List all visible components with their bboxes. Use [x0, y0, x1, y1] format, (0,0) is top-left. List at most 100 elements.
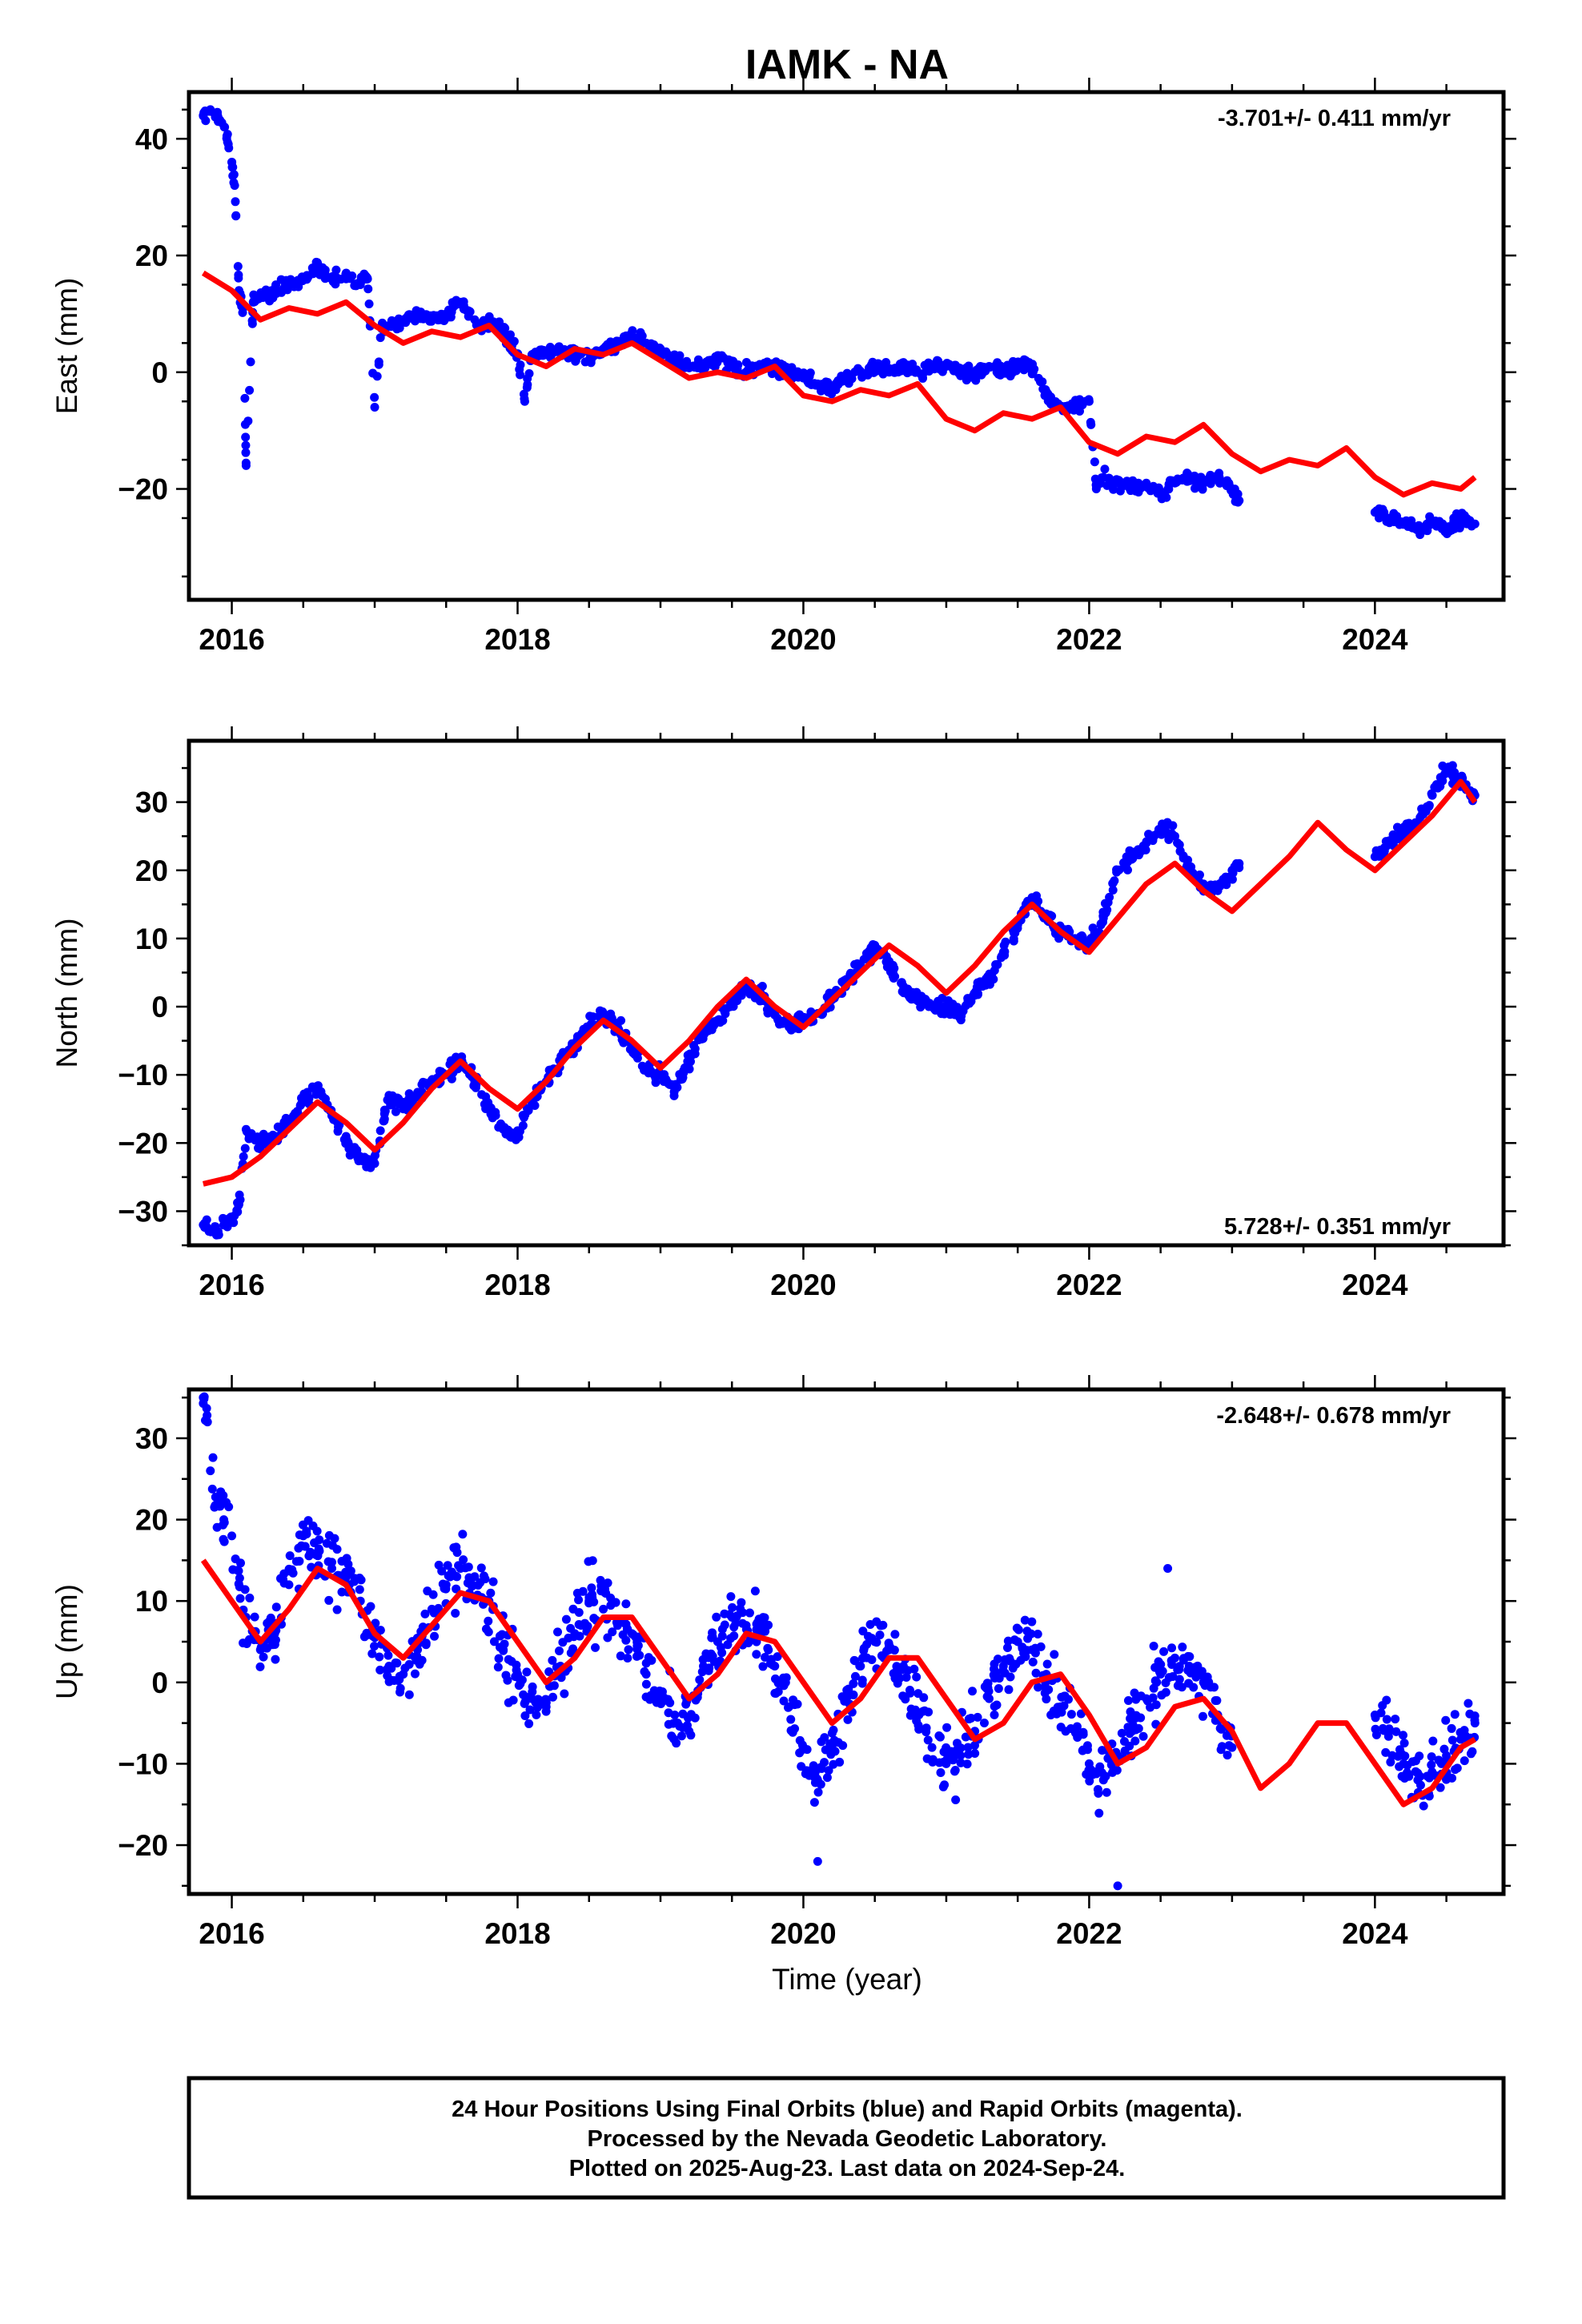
up-data-point — [744, 1638, 753, 1648]
up-data-point — [1042, 1695, 1051, 1704]
up-data-point — [913, 1689, 923, 1699]
up-data-point — [956, 1751, 966, 1760]
east-data-point — [1006, 363, 1015, 372]
east-data-point — [363, 284, 373, 294]
east-rate-label: -3.701+/- 0.411 mm/yr — [1218, 106, 1451, 131]
east-data-point — [885, 368, 894, 377]
north-data-point — [240, 1144, 250, 1153]
up-data-point — [528, 1687, 537, 1697]
up-data-point — [1167, 1643, 1177, 1653]
up-data-point — [1000, 1668, 1010, 1678]
north-data-point — [619, 1038, 628, 1047]
up-data-point — [355, 1585, 364, 1594]
up-data-point — [561, 1614, 571, 1624]
up-data-point — [473, 1581, 483, 1590]
up-data-point — [885, 1645, 894, 1655]
up-data-point — [410, 1669, 420, 1679]
up-data-point — [657, 1687, 667, 1696]
north-data-point — [1168, 821, 1178, 830]
up-data-point — [745, 1608, 754, 1618]
east-data-point — [1086, 420, 1096, 429]
up-data-point — [1027, 1645, 1037, 1655]
up-data-point — [712, 1612, 721, 1622]
up-data-point — [647, 1655, 656, 1665]
north-data-point — [379, 1109, 389, 1119]
up-data-point — [813, 1775, 822, 1785]
up-data-point — [383, 1651, 393, 1660]
up-data-point — [1027, 1617, 1037, 1626]
up-data-point — [1217, 1742, 1227, 1751]
up-data-point — [578, 1586, 588, 1596]
east-data-point — [913, 368, 922, 377]
up-data-point — [909, 1664, 919, 1674]
up-data-point — [1456, 1735, 1465, 1744]
up-data-point — [255, 1662, 265, 1671]
up-data-point — [1470, 1719, 1480, 1728]
up-data-point — [950, 1765, 960, 1775]
up-data-point — [901, 1673, 911, 1683]
up-data-point — [752, 1650, 761, 1659]
up-panel-frame — [187, 1387, 1506, 1896]
north-y-axis-label: North (mm) — [50, 918, 83, 1068]
north-data-point — [720, 1007, 729, 1016]
up-data-point — [1130, 1688, 1139, 1698]
north-data-point — [865, 948, 874, 958]
up-data-point — [522, 1667, 532, 1677]
east-data-point — [571, 356, 580, 366]
east-data-point — [370, 403, 379, 412]
east-data-point — [524, 369, 534, 379]
up-data-point — [723, 1640, 733, 1650]
north-data-point — [885, 961, 894, 971]
north-data-point — [1384, 838, 1394, 848]
y-tick-label: 20 — [135, 1504, 168, 1537]
up-data-point — [484, 1616, 493, 1626]
east-data-point — [246, 357, 255, 367]
east-y-axis-label: East (mm) — [50, 278, 83, 415]
y-tick-label: 20 — [135, 239, 168, 272]
east-data-point — [448, 298, 457, 308]
up-data-point — [484, 1627, 493, 1637]
east-data-point — [1456, 513, 1465, 523]
up-data-point — [841, 1694, 851, 1703]
north-data-point — [659, 1076, 669, 1086]
north-data-point — [1170, 831, 1179, 841]
x-tick-label: 2022 — [1056, 1917, 1122, 1950]
up-data-point — [967, 1687, 977, 1696]
up-data-point — [827, 1743, 837, 1752]
east-data-point — [1427, 519, 1437, 529]
up-data-point — [548, 1692, 558, 1702]
north-data-point — [899, 988, 909, 998]
x-tick-label: 2022 — [1056, 1269, 1122, 1301]
up-data-point — [726, 1592, 736, 1602]
up-data-point — [889, 1669, 898, 1679]
east-data-point — [230, 181, 239, 191]
up-data-point — [421, 1640, 431, 1650]
up-data-point — [898, 1661, 908, 1671]
up-data-point — [527, 1694, 536, 1703]
up-data-point — [1415, 1751, 1424, 1761]
north-data-point — [1108, 886, 1118, 895]
east-data-point — [870, 362, 880, 372]
east-data-point — [1115, 486, 1125, 496]
up-data-point — [341, 1572, 351, 1582]
up-model-curve — [200, 1558, 1477, 1807]
east-data-point — [384, 320, 394, 330]
up-data-point — [708, 1628, 717, 1638]
north-data-point — [889, 974, 898, 983]
up-data-point — [384, 1677, 394, 1687]
north-data-point — [785, 1023, 794, 1032]
up-data-point — [580, 1618, 590, 1628]
up-data-point — [994, 1684, 1003, 1694]
up-data-point — [554, 1646, 564, 1655]
north-data-point — [921, 995, 930, 1004]
up-data-point — [1159, 1647, 1169, 1656]
up-data-point — [859, 1643, 869, 1653]
up-data-point — [713, 1637, 722, 1647]
up-data-point — [813, 1856, 822, 1866]
east-data-point — [699, 362, 709, 372]
east-data-point — [905, 367, 915, 376]
east-data-point — [813, 379, 822, 388]
north-data-point — [777, 1017, 786, 1027]
up-data-point — [1152, 1678, 1162, 1687]
north-data-point — [669, 1091, 679, 1100]
